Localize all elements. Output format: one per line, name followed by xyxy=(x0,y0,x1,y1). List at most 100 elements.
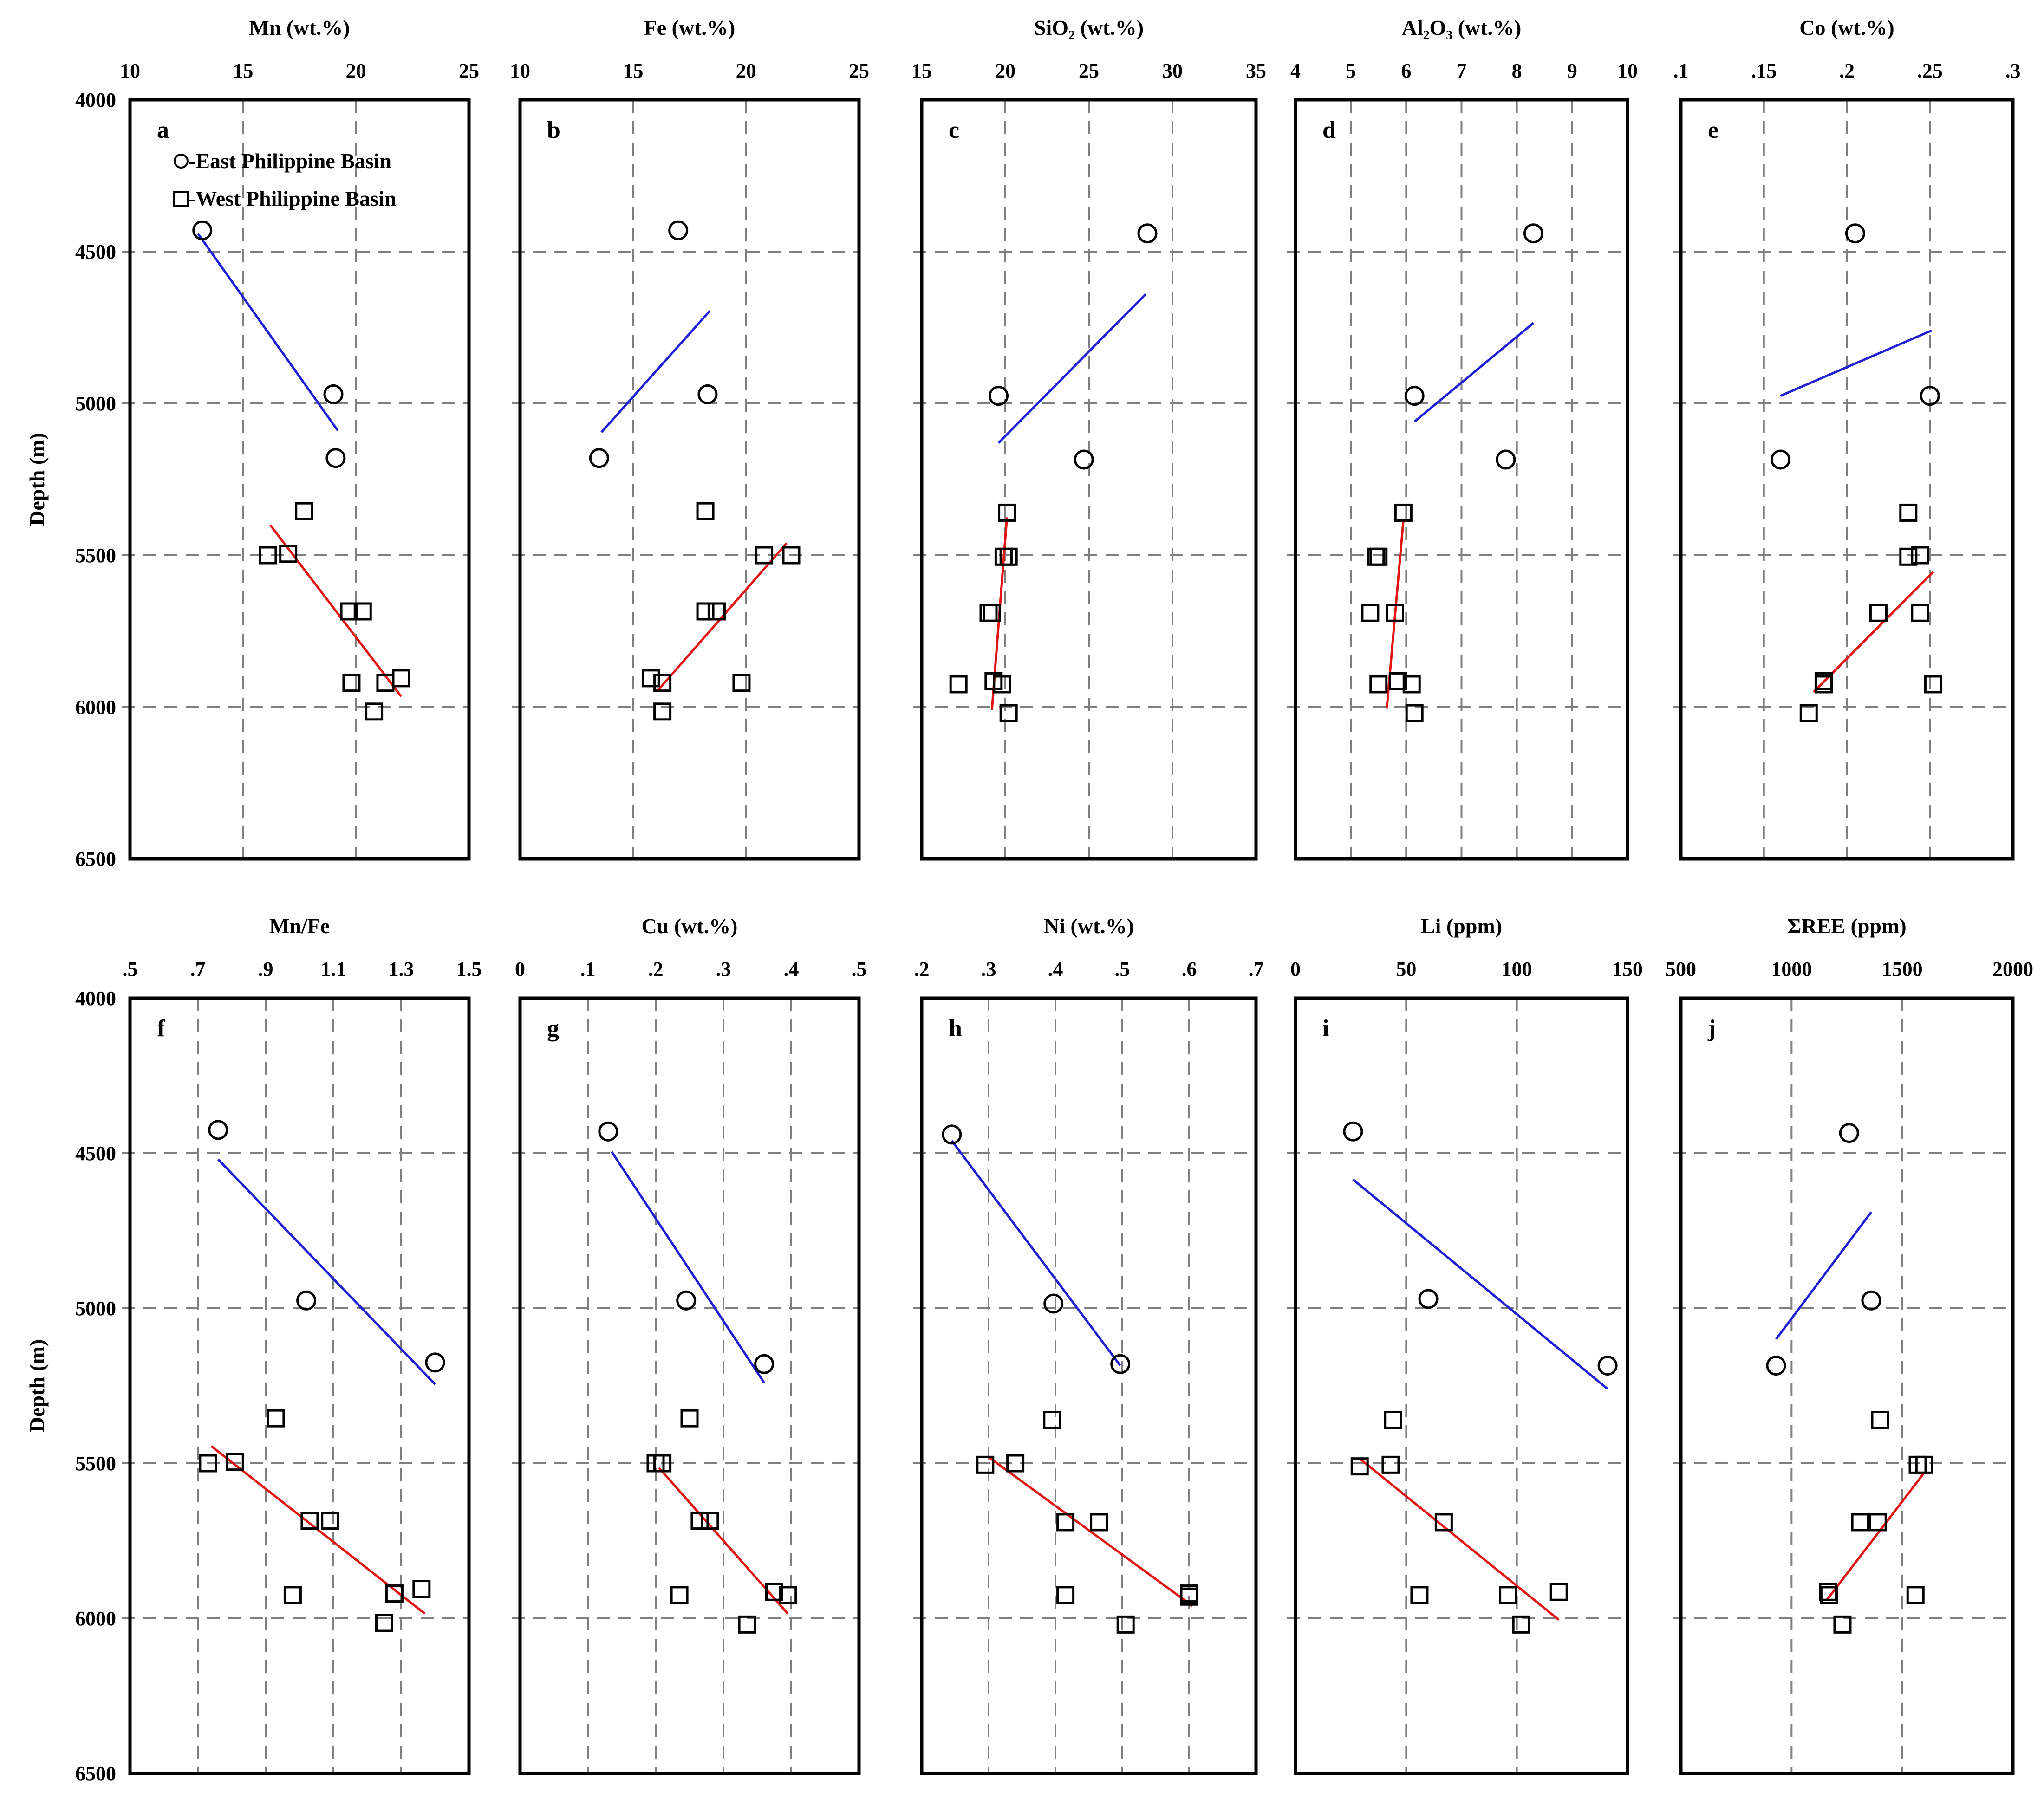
east-basin-point xyxy=(598,1121,618,1142)
east-basin-point xyxy=(1597,1356,1618,1376)
panel-letter: h xyxy=(949,1015,962,1042)
plot-frame xyxy=(920,98,1258,861)
x-tick-label: .7 xyxy=(190,958,206,980)
west-basin-point xyxy=(999,704,1018,722)
west-basin-point xyxy=(412,1580,431,1598)
east-basin-trend-line xyxy=(950,1140,1121,1367)
panel-f: .5 .7 .9 1.1 1.3 1.5 Mn/Fe 4000 4500 5000 5500 6000… xyxy=(25,914,482,1785)
east-basin-trend-line xyxy=(1352,1178,1608,1390)
east-basin-point xyxy=(208,1120,228,1140)
panel-letter: e xyxy=(1708,117,1719,143)
west-basin-trend-line xyxy=(657,542,788,691)
axis-title: ΣREE (ppm) xyxy=(1787,914,1906,938)
x-tick-label: .7 xyxy=(1249,958,1264,980)
y-tick-label: 5500 xyxy=(75,544,116,567)
west-basin-point xyxy=(342,674,361,692)
panel-letter: d xyxy=(1322,117,1336,143)
x-tick-label: 25 xyxy=(1079,59,1099,82)
x-tick-label: 15 xyxy=(233,59,253,82)
west-basin-point xyxy=(1006,1454,1025,1473)
west-basin-point xyxy=(283,1586,302,1604)
axis-title: Co (wt.%) xyxy=(1799,16,1894,39)
west-basin-point xyxy=(707,602,726,621)
west-basin-point xyxy=(1851,1513,1869,1532)
plot-frame xyxy=(128,996,471,1775)
x-tick-label: .5 xyxy=(123,958,138,980)
x-tick-label: .5 xyxy=(852,958,867,980)
x-tick-label: .25 xyxy=(1917,59,1943,82)
west-basin-point xyxy=(999,547,1018,566)
west-basin-point xyxy=(1512,1615,1530,1634)
west-basin-point xyxy=(653,1454,672,1473)
west-basin-point xyxy=(701,1512,719,1530)
west-basin-point xyxy=(755,546,774,565)
west-basin-point xyxy=(1090,1513,1108,1532)
x-tick-label: 2000 xyxy=(1992,958,2033,980)
y-axis-label: Depth (m) xyxy=(25,1339,49,1433)
x-tick-label: 30 xyxy=(1162,59,1183,82)
x-tick-label: 4 xyxy=(1290,59,1301,82)
x-tick-label: 20 xyxy=(346,59,366,82)
plot-frame xyxy=(1294,98,1629,861)
west-basin-point xyxy=(1116,1615,1135,1634)
east-basin-point xyxy=(1845,223,1865,244)
west-basin-point xyxy=(1819,1583,1837,1601)
west-basin-trend-line xyxy=(988,1456,1193,1607)
x-tick-label: 9 xyxy=(1567,59,1577,82)
west-basin-point xyxy=(340,602,358,621)
west-basin-point xyxy=(696,502,715,520)
west-basin-point xyxy=(1899,547,1918,566)
y-tick-label: 5000 xyxy=(75,1297,116,1320)
x-tick-label: 10 xyxy=(120,59,140,82)
east-basin-point xyxy=(296,1290,317,1311)
axis-title: Cu (wt.%) xyxy=(642,914,738,938)
west-basin-trend-line xyxy=(210,1445,426,1615)
west-basin-point xyxy=(642,669,660,688)
west-basin-point xyxy=(199,1454,217,1473)
x-tick-label: 1.3 xyxy=(389,958,414,980)
west-basin-point xyxy=(226,1453,244,1471)
panel-letter: b xyxy=(547,117,560,143)
west-basin-point xyxy=(1549,1583,1568,1601)
east-basin-point xyxy=(1766,1356,1786,1376)
legend-west-marker xyxy=(173,191,189,207)
x-tick-label: 15 xyxy=(911,59,932,82)
x-tick-label: .3 xyxy=(981,958,996,980)
west-basin-point xyxy=(1868,1513,1887,1532)
x-tick-label: 0 xyxy=(515,958,525,980)
west-basin-point xyxy=(1869,604,1888,622)
west-basin-point xyxy=(949,675,968,694)
x-tick-label: 5 xyxy=(1346,59,1356,82)
x-tick-label: .3 xyxy=(2005,59,2021,82)
y-tick-label: 4000 xyxy=(75,987,116,1010)
west-basin-point xyxy=(1871,1410,1889,1429)
axis-title: SiO₂ (wt.%) xyxy=(1034,16,1144,39)
east-basin-point xyxy=(989,386,1009,406)
x-tick-label: 50 xyxy=(1396,958,1416,980)
east-basin-point xyxy=(1404,386,1425,406)
west-basin-point xyxy=(1924,675,1942,694)
x-tick-label: 25 xyxy=(459,59,479,82)
east-basin-trend-line xyxy=(997,293,1147,444)
x-tick-label: .4 xyxy=(1048,958,1063,980)
y-tick-label: 6500 xyxy=(75,1762,116,1785)
east-basin-trend-line xyxy=(1780,329,1932,397)
east-basin-trend-line xyxy=(600,310,711,433)
east-basin-point xyxy=(1523,223,1543,244)
west-basin-point xyxy=(1915,1455,1933,1474)
west-basin-point xyxy=(670,1586,689,1604)
west-basin-point xyxy=(353,602,372,621)
west-basin-point xyxy=(392,669,410,688)
plot-frame xyxy=(1679,996,2015,1775)
y-tick-label: 5000 xyxy=(75,392,116,415)
west-basin-point xyxy=(1056,1513,1075,1532)
west-basin-trend-line xyxy=(269,524,402,697)
x-tick-label: 20 xyxy=(995,59,1015,82)
east-basin-point xyxy=(1839,1123,1859,1143)
x-tick-label: .2 xyxy=(914,958,930,980)
x-tick-label: 10 xyxy=(1617,59,1638,82)
west-basin-point xyxy=(1499,1586,1517,1604)
x-tick-label: 100 xyxy=(1502,958,1532,980)
west-basin-trend-line xyxy=(1359,1458,1560,1621)
